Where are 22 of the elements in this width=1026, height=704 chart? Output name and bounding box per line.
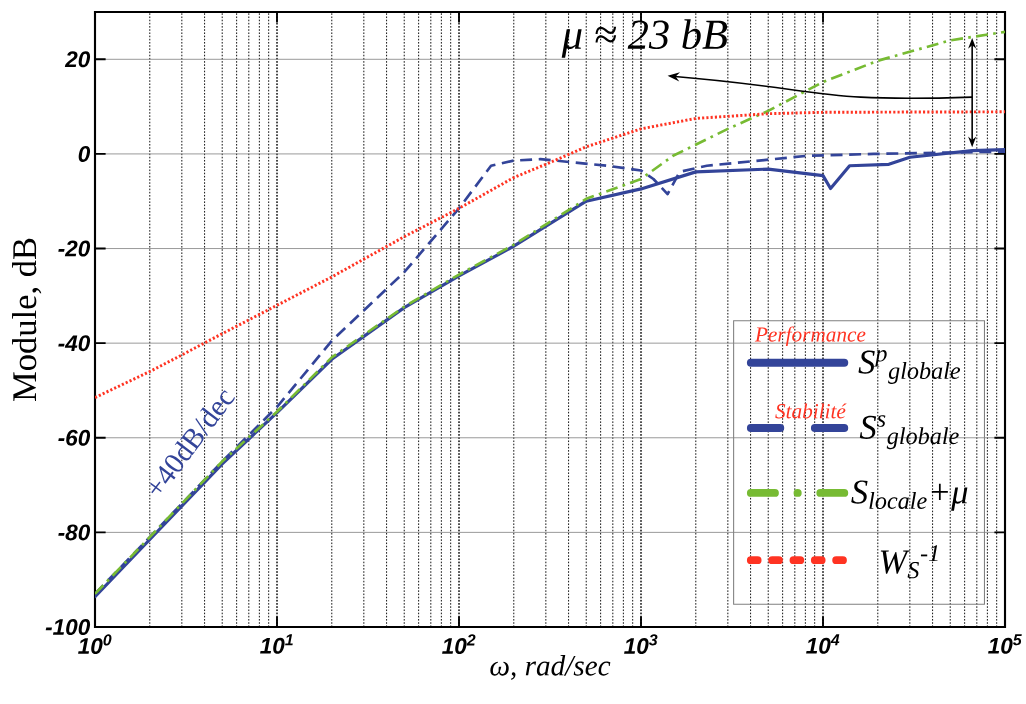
x-tick-label: 10$^{4}$ (806, 634, 840, 654)
y-axis-title: Module, dB (12, 238, 42, 401)
legend-label: S$^{p}$globale (858, 349, 961, 384)
x-axis-title: ω, rad/sec (490, 655, 611, 680)
annotation: Performance (754, 326, 866, 346)
x-tick-label: 10$^{2}$ (442, 634, 476, 654)
x-tick-label: 10$^{3}$ (624, 634, 658, 654)
legend-label: S$^{s}$globale (859, 415, 959, 450)
y-tick-label: -100 (45, 619, 91, 635)
y-tick-label: -80 (58, 524, 91, 541)
x-tick-label: 10$^{0}$ (78, 634, 112, 654)
annotation: μ ≈ 23 bB (561, 19, 728, 58)
x-tick-label: 10$^{5}$ (988, 634, 1022, 654)
y-tick-label: 20 (64, 51, 91, 68)
x-tick-label: 10$^{1}$ (260, 634, 293, 654)
legend-label: W$_{S}$-1 (880, 545, 938, 579)
y-tick-label: -40 (58, 335, 91, 352)
legend-label: S$_{locale}$+μ (851, 480, 968, 511)
y-tick-label: 0 (78, 145, 91, 162)
y-tick-label: -20 (58, 240, 91, 257)
y-tick-label: -60 (58, 429, 91, 446)
annotation: Stabilité (775, 403, 847, 419)
